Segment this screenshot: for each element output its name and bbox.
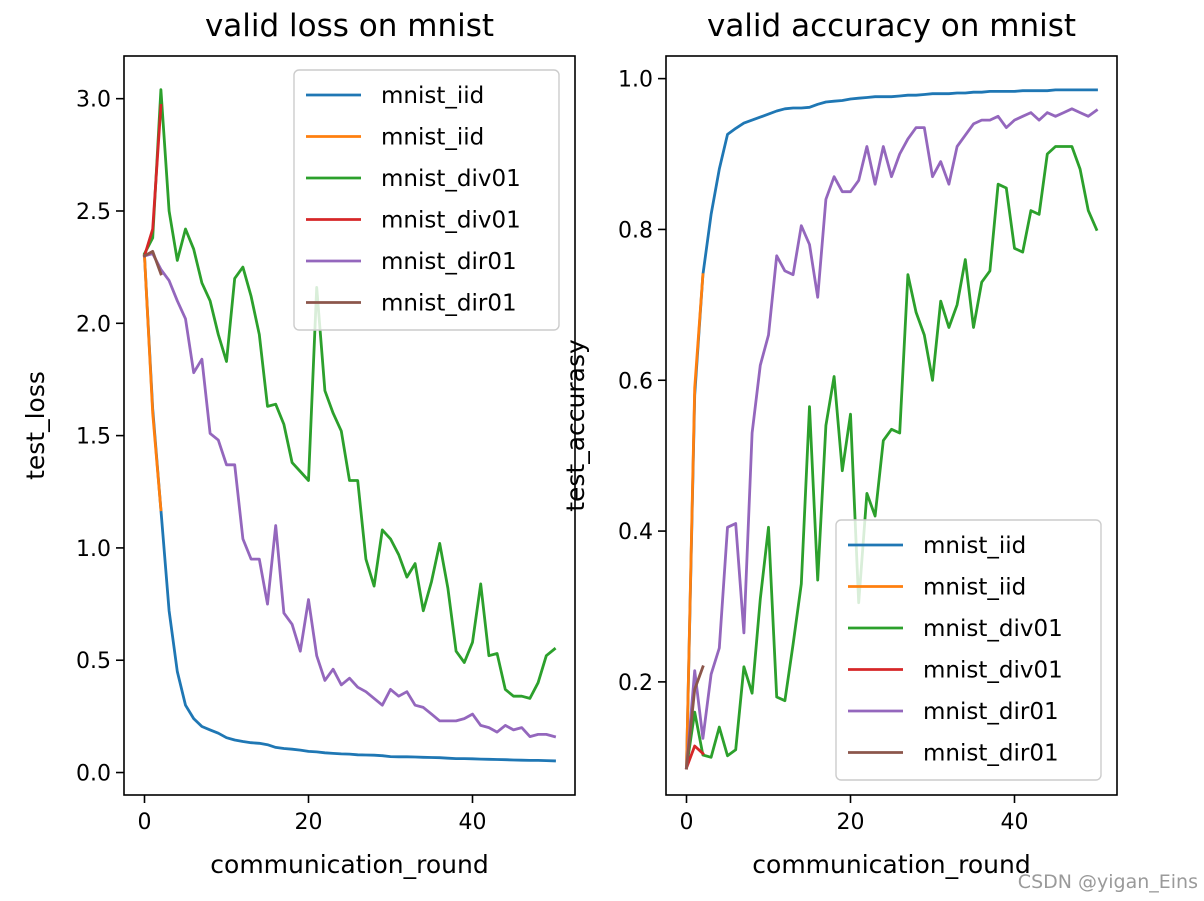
acc-series-line-0 xyxy=(685,88,1098,770)
loss-y-tick-label-0: 0.0 xyxy=(76,762,111,787)
acc-x-axis-label: communication_round xyxy=(752,850,1030,879)
loss-x-axis-label: communication_round xyxy=(210,850,488,879)
loss-legend-label-0: mnist_iid xyxy=(381,83,484,109)
acc-legend: mnist_iid mnist_iid mnist_div01 mnist_div01… xyxy=(835,519,1102,781)
loss-series-line-2 xyxy=(142,88,557,700)
loss-series-line-4 xyxy=(142,252,557,739)
loss-y-tick-label-6: 3.0 xyxy=(76,88,111,113)
loss-legend-label-4: mnist_dir01 xyxy=(381,249,517,275)
acc-legend-label-5: mnist_dir01 xyxy=(923,741,1059,767)
loss-x-tick-label-2: 40 xyxy=(459,810,487,835)
loss-y-tick-label-5: 2.5 xyxy=(76,200,111,225)
loss-series-line-0 xyxy=(143,254,556,763)
acc-chart-title: valid accuracy on mnist xyxy=(707,8,1076,44)
acc-y-tick-label-2: 0.6 xyxy=(618,369,653,394)
acc-x-tick-label-2: 40 xyxy=(1001,810,1029,835)
loss-y-tick-label-2: 1.0 xyxy=(76,537,111,562)
accuracy-chart: 0 20 40 0.2 0.4 0.6 0.8 1.0 valid accuracy on mn… xyxy=(561,8,1118,879)
acc-y-tick-label-0: 0.2 xyxy=(618,671,653,696)
acc-legend-label-4: mnist_dir01 xyxy=(923,699,1059,725)
acc-series-line-3 xyxy=(684,744,705,770)
loss-x-tick-label-1: 20 xyxy=(295,810,323,835)
loss-legend-box xyxy=(293,69,560,331)
loss-legend-label-1: mnist_iid xyxy=(381,125,484,151)
loss-series-line-3 xyxy=(142,103,163,258)
watermark: CSDN @yigan_Eins xyxy=(1018,871,1198,893)
loss-chart-title: valid loss on mnist xyxy=(205,8,494,44)
loss-series-line-5 xyxy=(142,249,163,276)
acc-y-tick-label-4: 1.0 xyxy=(618,68,653,93)
loss-legend-label-3: mnist_div01 xyxy=(381,208,521,234)
acc-legend-box xyxy=(835,519,1102,781)
acc-legend-label-2: mnist_div01 xyxy=(923,616,1063,642)
acc-legend-label-0: mnist_iid xyxy=(923,533,1026,559)
acc-y-axis-label: test_accurasy xyxy=(561,339,590,512)
acc-series-line-2 xyxy=(684,145,1099,770)
acc-x-tick-label-0: 0 xyxy=(680,810,694,835)
acc-y-tick-label-1: 0.4 xyxy=(618,520,653,545)
acc-y-tick-label-3: 0.8 xyxy=(618,218,653,243)
acc-legend-label-3: mnist_div01 xyxy=(923,658,1063,684)
loss-x-tick-label-0: 0 xyxy=(138,810,152,835)
loss-y-tick-label-4: 2.0 xyxy=(76,312,111,337)
loss-series-line-1 xyxy=(143,254,163,512)
acc-legend-label-1: mnist_iid xyxy=(923,575,1026,601)
loss-axes-frame xyxy=(123,55,576,796)
loss-chart: 0 20 40 0.0 0.5 1.0 1.5 2.0 2.5 3.0 valid loss on … xyxy=(21,8,576,879)
loss-y-axis-label: test_loss xyxy=(21,371,50,480)
loss-legend-label-2: mnist_div01 xyxy=(381,166,521,192)
loss-y-tick-label-3: 1.5 xyxy=(76,425,111,450)
loss-y-tick-label-1: 0.5 xyxy=(76,649,111,674)
loss-legend: mnist_iid mnist_iid mnist_div01 mnist_div01… xyxy=(293,69,560,331)
loss-legend-label-5: mnist_dir01 xyxy=(381,291,517,317)
acc-series-line-4 xyxy=(684,107,1099,770)
acc-series-line-5 xyxy=(684,665,705,770)
acc-axes-frame xyxy=(665,55,1118,796)
acc-series-line-1 xyxy=(685,273,705,770)
acc-x-tick-label-1: 20 xyxy=(837,810,865,835)
